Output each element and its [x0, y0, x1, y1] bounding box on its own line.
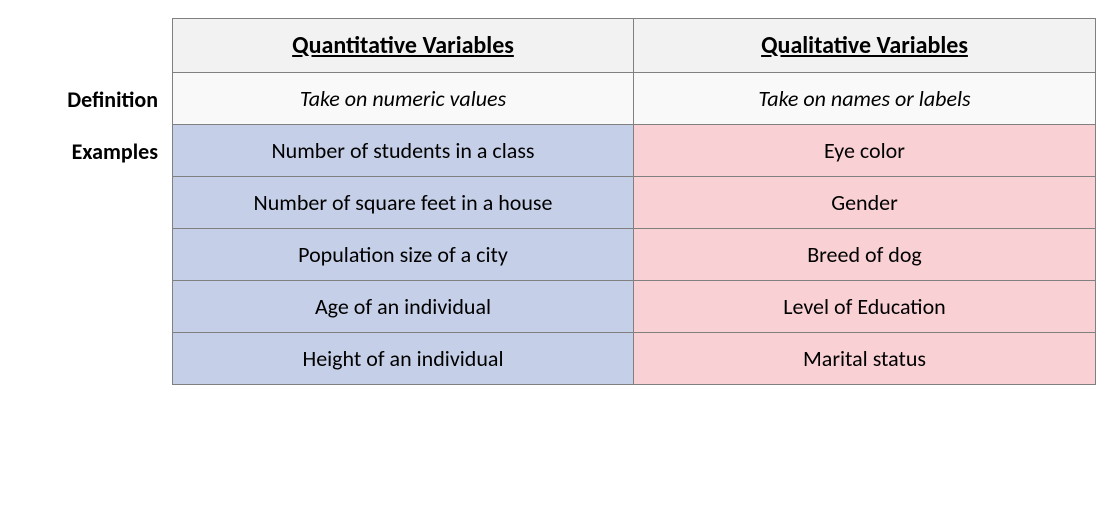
definition-quantitative: Take on numeric values: [172, 73, 634, 125]
row-label-blank: [12, 177, 172, 229]
example-qualitative: Level of Education: [634, 281, 1096, 333]
variables-table: Quantitative Variables Qualitative Varia…: [12, 18, 1096, 385]
definition-qualitative: Take on names or labels: [634, 73, 1096, 125]
row-label-definition: Definition: [12, 73, 172, 125]
column-header-quantitative: Quantitative Variables: [172, 18, 634, 73]
example-qualitative: Eye color: [634, 125, 1096, 177]
example-quantitative: Age of an individual: [172, 281, 634, 333]
row-label-blank: [12, 229, 172, 281]
example-quantitative: Number of square feet in a house: [172, 177, 634, 229]
example-quantitative: Population size of a city: [172, 229, 634, 281]
row-label-blank: [12, 281, 172, 333]
example-quantitative: Height of an individual: [172, 333, 634, 385]
example-qualitative: Marital status: [634, 333, 1096, 385]
row-label-examples: Examples: [12, 125, 172, 177]
example-qualitative: Breed of dog: [634, 229, 1096, 281]
corner-blank: [12, 18, 172, 73]
example-qualitative: Gender: [634, 177, 1096, 229]
example-quantitative: Number of students in a class: [172, 125, 634, 177]
column-header-qualitative: Qualitative Variables: [634, 18, 1096, 73]
row-label-blank: [12, 333, 172, 385]
